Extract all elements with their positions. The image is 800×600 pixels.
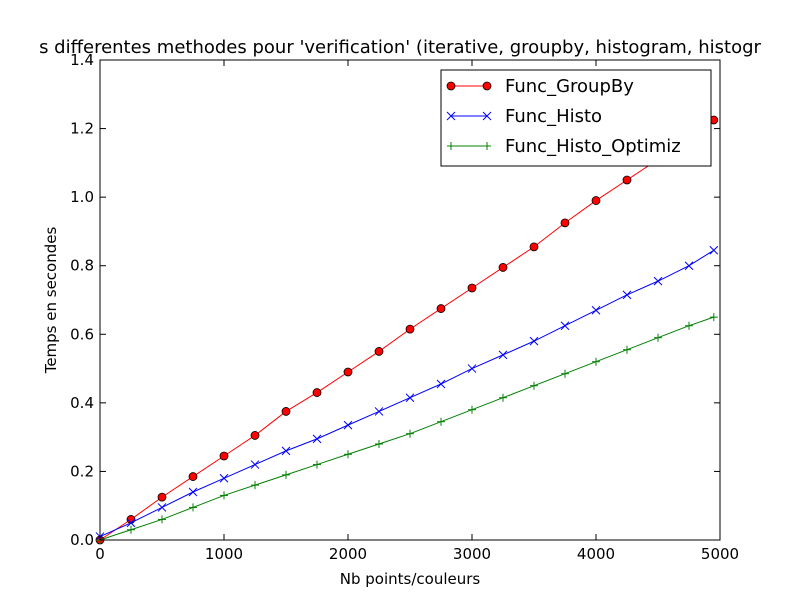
data-point — [405, 393, 415, 403]
data-point — [622, 290, 632, 300]
data-point — [157, 503, 167, 512]
x-tick-label: 3000 — [453, 545, 491, 563]
x-tick-label: 5000 — [701, 545, 739, 563]
data-point — [312, 434, 322, 444]
data-point — [344, 450, 352, 459]
data-point — [312, 388, 322, 397]
data-point — [188, 487, 198, 497]
data-point — [436, 379, 446, 389]
data-point — [405, 324, 415, 334]
legend: Func_GroupBy Func_Histo Func_Histo_Optimiz — [440, 69, 712, 167]
data-point — [560, 321, 570, 331]
data-point — [374, 407, 384, 416]
data-point — [282, 470, 290, 479]
data-point — [709, 313, 718, 322]
data-point — [343, 420, 353, 430]
data-point — [250, 460, 260, 469]
series-Func_Histo_Optimiz — [96, 313, 718, 544]
y-axis-label: Temps en secondes — [42, 227, 60, 375]
y-tick-label: 0.0 — [70, 531, 94, 549]
legend-label: Func_Histo_Optimiz — [505, 136, 681, 157]
data-point — [467, 283, 477, 293]
x-tick-label: 0 — [95, 545, 105, 563]
data-point — [446, 111, 456, 121]
data-point — [623, 345, 631, 354]
data-point — [591, 196, 601, 205]
ticks-layer: 0 1000 2000 3000 4000 5000 0.0 0.2 0.4 0.6 0.8 1.0 1… — [70, 51, 739, 563]
data-point — [530, 381, 538, 390]
data-point — [482, 111, 492, 121]
data-point — [375, 440, 383, 448]
data-point — [406, 429, 414, 438]
data-point — [313, 460, 321, 469]
y-tick-label: 0.6 — [70, 325, 94, 343]
data-point — [499, 393, 507, 402]
data-point — [560, 218, 570, 228]
x-tick-label: 4000 — [577, 545, 615, 563]
data-point — [592, 357, 600, 366]
y-tick-label: 0.2 — [70, 462, 94, 480]
data-point — [436, 304, 446, 313]
y-tick-label: 1.4 — [70, 51, 94, 69]
data-point — [654, 333, 662, 342]
data-point — [447, 142, 455, 150]
series-line — [99, 316, 714, 541]
series-Func_Histo — [95, 245, 719, 541]
data-point — [529, 242, 539, 252]
data-point — [437, 417, 445, 426]
data-point — [219, 451, 229, 461]
legend-label: Func_Histo — [505, 106, 602, 127]
y-tick-label: 0.4 — [70, 394, 94, 412]
data-point — [219, 473, 229, 483]
data-point — [684, 261, 694, 271]
data-point — [685, 321, 693, 330]
series-layer — [95, 115, 719, 545]
data-point — [467, 364, 477, 373]
legend-entry: Func_Histo — [446, 106, 602, 127]
data-point — [157, 492, 167, 502]
data-point — [281, 407, 291, 416]
data-point — [498, 350, 508, 360]
x-axis-label: Nb points/couleurs — [340, 570, 481, 588]
data-point — [158, 515, 166, 524]
data-point — [126, 518, 136, 528]
data-point — [622, 175, 632, 185]
data-point — [250, 431, 260, 440]
data-point — [561, 369, 569, 378]
data-point — [591, 305, 601, 315]
x-tick-label: 2000 — [329, 545, 367, 563]
series-Func_GroupBy — [95, 115, 719, 545]
data-point — [251, 481, 259, 490]
plot-area — [99, 59, 721, 541]
x-tick-label: 1000 — [205, 545, 243, 563]
legend-label: Func_GroupBy — [505, 76, 634, 97]
data-point — [709, 245, 719, 255]
y-tick-label: 0.8 — [70, 257, 94, 275]
data-point — [188, 472, 198, 481]
legend-entry: Func_Histo_Optimiz — [447, 136, 681, 157]
data-point — [220, 491, 228, 500]
data-point — [127, 525, 135, 534]
y-tick-label: 1.0 — [70, 188, 94, 206]
data-point — [374, 347, 384, 356]
data-point — [653, 276, 663, 286]
data-point — [482, 81, 492, 91]
data-point — [529, 336, 539, 346]
data-point — [498, 263, 508, 272]
y-tick-label: 1.2 — [70, 120, 94, 138]
data-point — [343, 367, 353, 377]
data-point — [189, 503, 197, 512]
legend-entry: Func_GroupBy — [446, 76, 634, 97]
data-point — [483, 142, 491, 150]
data-point — [446, 81, 456, 91]
data-point — [468, 405, 476, 414]
data-point — [281, 446, 291, 456]
chart-title: s differentes methodes pour 'verificatio… — [39, 37, 761, 58]
